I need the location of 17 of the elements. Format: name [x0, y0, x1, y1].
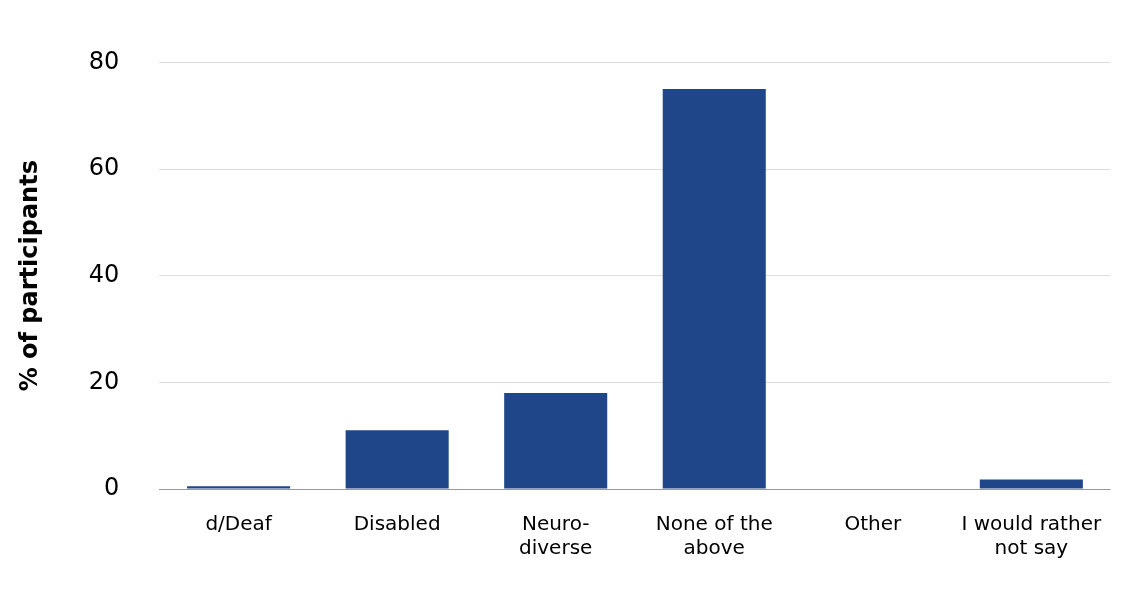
- bar: [187, 486, 291, 489]
- x-tick-label: None of the above: [655, 511, 773, 560]
- x-tick-label: I would rather not say: [961, 511, 1102, 560]
- y-tick-label: 40: [88, 259, 120, 288]
- bar: [345, 430, 449, 489]
- bar: [662, 89, 766, 489]
- bar: [979, 479, 1083, 489]
- x-tick-label: d/Deaf: [205, 511, 273, 536]
- y-tick-label: 20: [88, 366, 120, 395]
- x-tick-label: Other: [844, 511, 902, 536]
- y-tick-label: 60: [88, 153, 120, 182]
- x-tick-label: Disabled: [353, 511, 441, 536]
- y-axis-title: % of participants: [14, 160, 43, 392]
- y-tick-label: 80: [88, 46, 120, 75]
- bar: [504, 393, 608, 489]
- x-tick-label: Neuro- diverse: [519, 511, 593, 560]
- y-tick-label: 0: [104, 473, 120, 502]
